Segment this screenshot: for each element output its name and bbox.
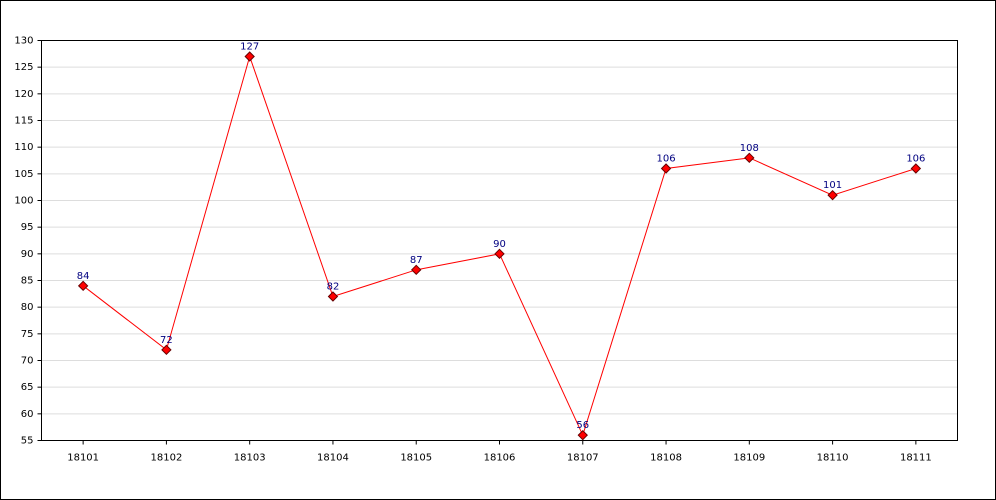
y-tick-label: 65 xyxy=(21,382,34,393)
y-tick-label: 60 xyxy=(21,409,34,420)
y-tick-label: 75 xyxy=(21,329,34,340)
x-tick-label: 18111 xyxy=(900,453,932,464)
y-tick-label: 120 xyxy=(14,89,33,100)
y-tick-label: 85 xyxy=(21,276,34,287)
y-tick-label: 105 xyxy=(14,169,33,180)
marker xyxy=(744,152,755,164)
y-tick-label: 80 xyxy=(21,302,34,313)
x-tick-label: 18103 xyxy=(234,453,266,464)
marker xyxy=(660,163,672,174)
value-label: 82 xyxy=(327,282,340,293)
value-label: 87 xyxy=(410,255,423,266)
y-tick-label: 115 xyxy=(14,116,33,127)
y-tick-label: 55 xyxy=(21,436,34,447)
x-tick-label: 18104 xyxy=(317,453,349,464)
y-tick-label: 90 xyxy=(21,249,34,260)
x-tick-label: 18108 xyxy=(650,453,682,464)
y-tick-label: 100 xyxy=(14,196,33,207)
value-label: 127 xyxy=(240,42,259,53)
x-tick-label: 18102 xyxy=(151,453,183,464)
value-label: 101 xyxy=(823,180,842,191)
x-tick-label: 18109 xyxy=(733,453,765,464)
marker xyxy=(827,189,838,201)
y-tick-label: 70 xyxy=(21,356,34,367)
value-label: 84 xyxy=(77,271,90,282)
marker xyxy=(77,280,89,292)
marker xyxy=(411,264,422,276)
value-label: 106 xyxy=(906,154,925,165)
value-label: 106 xyxy=(656,154,675,165)
marker xyxy=(494,248,505,260)
value-label: 108 xyxy=(740,143,759,154)
x-tick-label: 18110 xyxy=(817,453,849,464)
value-label: 56 xyxy=(576,420,589,431)
value-label: 90 xyxy=(493,239,506,250)
x-tick-label: 18107 xyxy=(567,453,599,464)
y-tick-label: 125 xyxy=(14,62,33,73)
y-tick-label: 110 xyxy=(14,142,33,153)
plot-area xyxy=(41,40,958,441)
x-tick-label: 18106 xyxy=(484,453,516,464)
marker xyxy=(577,429,588,441)
y-tick-label: 130 xyxy=(14,36,33,47)
marker xyxy=(161,344,172,356)
x-tick-label: 18101 xyxy=(67,453,99,464)
value-label: 72 xyxy=(160,335,173,346)
marker xyxy=(244,51,255,62)
x-tick-label: 18105 xyxy=(400,453,432,464)
marker xyxy=(327,291,339,302)
marker xyxy=(910,163,922,174)
y-tick-label: 95 xyxy=(21,222,34,233)
